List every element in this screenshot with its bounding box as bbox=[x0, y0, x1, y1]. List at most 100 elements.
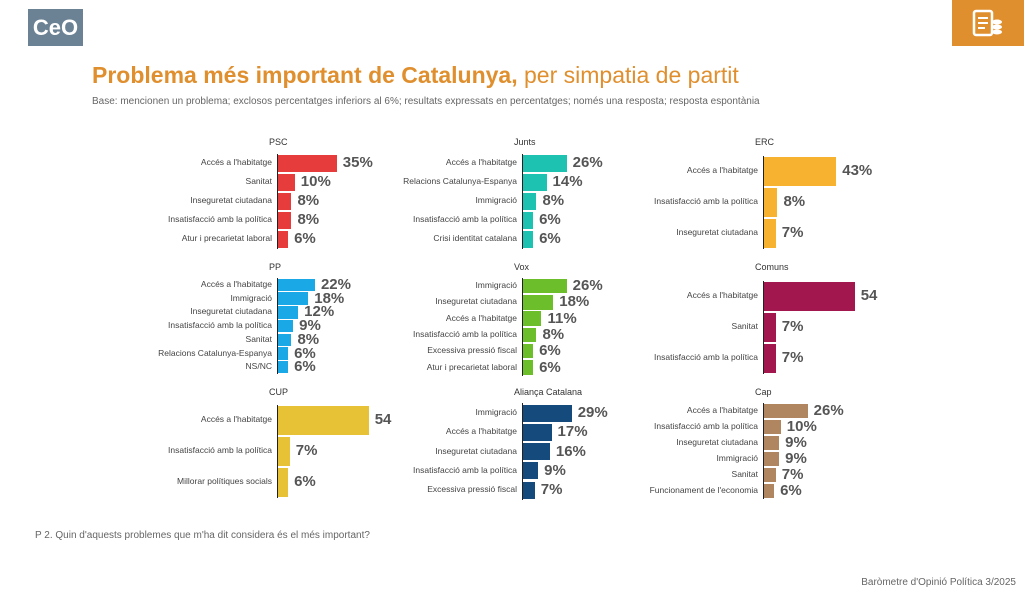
bar bbox=[523, 311, 542, 326]
panel-title: ERC bbox=[755, 137, 775, 147]
panel-title: PSC bbox=[269, 137, 288, 147]
value-label: 18% bbox=[559, 293, 590, 311]
value-label: 7% bbox=[781, 466, 804, 483]
title-rest: per simpatia de partit bbox=[517, 62, 739, 88]
category-label: Accés a l'habitatge bbox=[445, 157, 517, 167]
value-label: 6% bbox=[294, 473, 316, 490]
bar bbox=[278, 211, 292, 229]
axis-line bbox=[763, 155, 764, 249]
bar bbox=[764, 403, 808, 419]
bar bbox=[523, 173, 547, 191]
category-label: Excessiva pressió fiscal bbox=[427, 345, 517, 356]
bar bbox=[278, 347, 289, 360]
bar bbox=[764, 343, 776, 373]
category-label: Inseguretat ciutadana bbox=[435, 296, 517, 307]
axis-line bbox=[277, 278, 278, 375]
value-label: 6% bbox=[294, 230, 316, 247]
value-label: 6% bbox=[539, 358, 561, 376]
bar bbox=[764, 187, 778, 217]
value-label: 6% bbox=[294, 344, 316, 362]
value-label: 35% bbox=[342, 154, 373, 171]
value-label: 8% bbox=[297, 211, 320, 228]
axis-line bbox=[763, 280, 764, 374]
category-label: Inseguretat ciutadana bbox=[435, 445, 517, 456]
category-label: Insatisfacció amb la política bbox=[168, 320, 272, 331]
bar bbox=[523, 154, 567, 172]
category-label: Insatisfacció amb la política bbox=[654, 196, 758, 206]
bar bbox=[278, 278, 315, 292]
value-label: 14% bbox=[552, 173, 583, 190]
bar bbox=[523, 192, 537, 210]
axis-line bbox=[763, 403, 764, 499]
axis-line bbox=[522, 403, 523, 500]
category-label: Inseguretat ciutadana bbox=[190, 195, 272, 205]
bar bbox=[278, 405, 369, 435]
bar bbox=[523, 404, 572, 422]
bar bbox=[278, 319, 294, 333]
category-label: Relacions Catalunya-Espanya bbox=[158, 347, 272, 358]
value-label: 7% bbox=[781, 224, 804, 241]
category-label: Inseguretat ciutadana bbox=[676, 227, 758, 237]
value-label: 7% bbox=[781, 318, 804, 335]
bar bbox=[523, 423, 552, 441]
panel-title: CUP bbox=[269, 387, 289, 397]
category-label: Insatisfacció amb la política bbox=[413, 328, 517, 339]
page-title: Problema més important de Catalunya, per… bbox=[92, 62, 739, 89]
category-label: Accés a l'habitatge bbox=[200, 279, 272, 289]
axis-line bbox=[277, 153, 278, 249]
category-label: Immigració bbox=[475, 195, 517, 205]
panel-title: Aliança Catalana bbox=[514, 387, 583, 397]
bar bbox=[523, 360, 534, 375]
category-label: Insatisfacció amb la política bbox=[413, 214, 517, 224]
value-label: 18% bbox=[314, 289, 345, 307]
category-label: Accés a l'habitatge bbox=[200, 157, 272, 167]
bar bbox=[523, 481, 535, 499]
value-label: 6% bbox=[539, 230, 561, 247]
panel-title: PP bbox=[269, 262, 282, 272]
category-label: Crisi identitat catalana bbox=[433, 233, 517, 243]
bar bbox=[278, 230, 289, 248]
question-text: P 2. Quin d'aquests problemes que m'ha d… bbox=[35, 530, 370, 541]
value-label: 11% bbox=[547, 309, 577, 327]
category-label: Excessiva pressió fiscal bbox=[427, 484, 517, 495]
bar bbox=[523, 230, 534, 248]
value-label: 22% bbox=[320, 276, 351, 293]
value-label: 10% bbox=[786, 418, 817, 435]
value-label: 26% bbox=[813, 402, 844, 419]
category-label: Insatisfacció amb la política bbox=[654, 352, 758, 362]
value-label: 8% bbox=[297, 192, 320, 209]
category-label: Accés a l'habitatge bbox=[686, 405, 758, 415]
source-text: Baròmetre d'Opinió Política 3/2025 bbox=[861, 577, 1016, 588]
value-label: 6% bbox=[294, 358, 316, 376]
axis-line bbox=[522, 153, 523, 249]
value-label: 43% bbox=[842, 162, 873, 179]
category-label: Insatisfacció amb la política bbox=[413, 464, 517, 475]
value-label: 54 bbox=[860, 287, 878, 304]
value-label: 54 bbox=[374, 411, 392, 428]
value-label: 9% bbox=[299, 317, 321, 335]
value-label: 16% bbox=[555, 442, 586, 460]
bar bbox=[764, 467, 776, 483]
bar bbox=[278, 333, 292, 347]
value-label: 8% bbox=[542, 192, 565, 209]
bar bbox=[278, 154, 337, 172]
category-label: Accés a l'habitatge bbox=[445, 312, 517, 323]
axis-line bbox=[277, 404, 278, 498]
category-label: Sanitat bbox=[731, 469, 758, 479]
value-label: 7% bbox=[540, 481, 563, 499]
value-label: 6% bbox=[780, 482, 802, 499]
database-document-icon[interactable] bbox=[952, 0, 1024, 46]
bar bbox=[764, 281, 855, 311]
category-label: Insatisfacció amb la política bbox=[168, 445, 272, 455]
category-label: Funcionament de l'economia bbox=[649, 485, 758, 495]
bar bbox=[764, 435, 780, 451]
category-label: Atur i precarietat laboral bbox=[181, 233, 272, 243]
panel-title: Comuns bbox=[755, 262, 789, 272]
bar bbox=[523, 278, 567, 294]
value-label: 26% bbox=[572, 154, 603, 171]
category-label: Inseguretat ciutadana bbox=[190, 306, 272, 317]
category-label: Insatisfacció amb la política bbox=[654, 421, 758, 431]
title-bold: Problema més important de Catalunya, bbox=[92, 62, 518, 88]
value-label: 6% bbox=[539, 342, 561, 360]
category-label: Immigració bbox=[475, 407, 517, 417]
